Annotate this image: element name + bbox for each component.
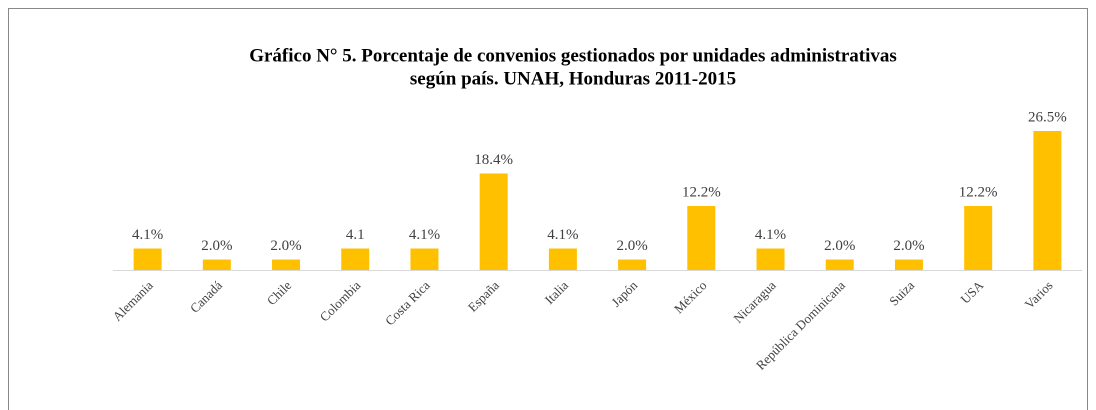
value-label: 18.4% bbox=[474, 152, 513, 168]
value-label: 26.5% bbox=[1028, 109, 1067, 125]
value-label: 2.0% bbox=[201, 238, 232, 254]
value-label: 12.2% bbox=[959, 184, 998, 200]
bar bbox=[1033, 131, 1062, 270]
bar bbox=[341, 248, 370, 270]
bar bbox=[479, 173, 508, 270]
value-label: 2.0% bbox=[824, 238, 855, 254]
bar bbox=[687, 206, 716, 270]
value-label: 2.0% bbox=[893, 238, 924, 254]
chart-subtitle: según país. UNAH, Honduras 2011-2015 bbox=[410, 68, 736, 89]
bar bbox=[894, 259, 923, 270]
bar bbox=[618, 259, 647, 270]
bar bbox=[964, 206, 993, 270]
chart-frame bbox=[8, 8, 1088, 410]
bar bbox=[756, 248, 785, 270]
bar bbox=[272, 259, 301, 270]
value-label: 12.2% bbox=[682, 184, 721, 200]
bar bbox=[202, 259, 231, 270]
value-label: 4.1% bbox=[755, 227, 786, 243]
bar bbox=[410, 248, 439, 270]
value-label: 4.1 bbox=[346, 227, 365, 243]
bar bbox=[825, 259, 854, 270]
value-label: 4.1% bbox=[409, 227, 440, 243]
value-label: 4.1% bbox=[547, 227, 578, 243]
value-label: 2.0% bbox=[270, 238, 301, 254]
bar bbox=[548, 248, 577, 270]
bar bbox=[133, 248, 162, 270]
chart-title: Gráfico N° 5. Porcentaje de convenios ge… bbox=[249, 45, 897, 66]
value-label: 2.0% bbox=[616, 238, 647, 254]
value-label: 4.1% bbox=[132, 227, 163, 243]
